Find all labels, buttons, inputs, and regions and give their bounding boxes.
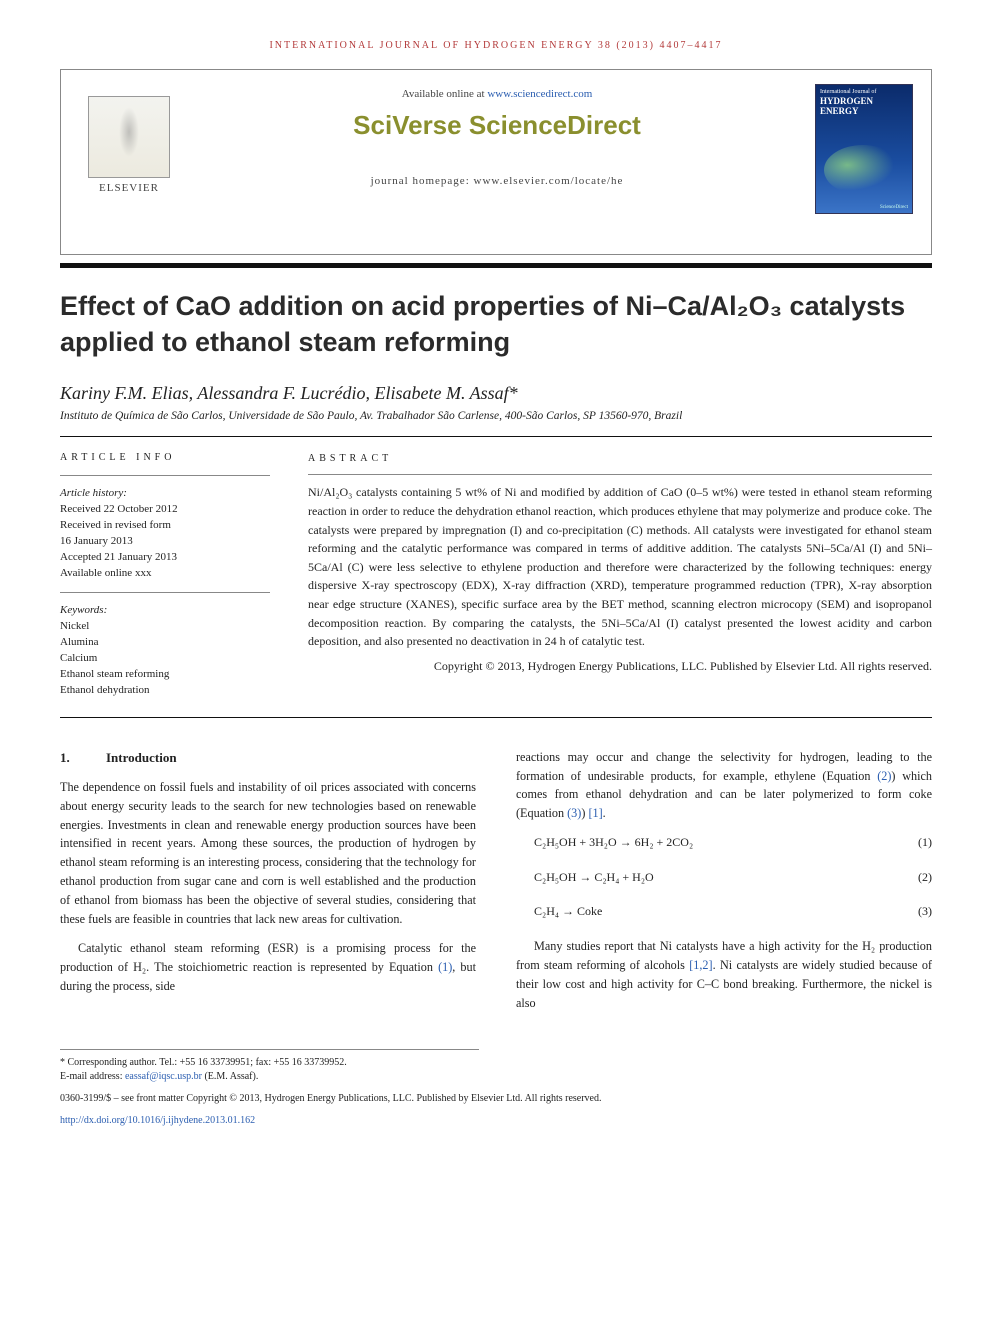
corresponding-author: * Corresponding author. Tel.: +55 16 337… — [60, 1056, 479, 1070]
journal-cover-thumb: International Journal of HYDROGEN ENERGY… — [815, 84, 913, 214]
eq-num: (3) — [918, 902, 932, 921]
doi-link[interactable]: http://dx.doi.org/10.1016/j.ijhydene.201… — [60, 1115, 255, 1126]
journal-home-label: journal homepage: — [371, 175, 474, 187]
email-label: E-mail address: — [60, 1071, 125, 1082]
history-line: Received 22 October 2012 — [60, 502, 270, 518]
cover-art-icon — [824, 145, 902, 195]
eq-body: C₂H₄ → Coke — [534, 902, 602, 921]
email-tail: (E.M. Assaf). — [202, 1071, 258, 1082]
section-num: 1. — [60, 748, 106, 768]
abstract-text: Ni/Al₂O₃ catalysts containing 5 wt% of N… — [308, 483, 932, 650]
p2a: Catalytic ethanol steam reforming (ESR) … — [60, 941, 476, 974]
abstract-block: ABSTRACT Ni/Al₂O₃ catalysts containing 5… — [308, 451, 932, 699]
affiliation: Instituto de Química de São Carlos, Univ… — [60, 410, 932, 422]
equation-2: C₂H₅OH → C₂H₄ + H₂O (2) — [534, 868, 932, 887]
eq-num: (1) — [918, 833, 932, 852]
article-title: Effect of CaO addition on acid propertie… — [60, 288, 932, 361]
cite-ref-1[interactable]: [1] — [588, 806, 602, 820]
journal-homepage: journal homepage: www.elsevier.com/locat… — [179, 175, 815, 187]
p3a: reactions may occur and change the selec… — [516, 750, 932, 783]
keywords-label: Keywords: — [60, 603, 270, 619]
meta-rule-top — [60, 436, 932, 437]
meta-rule-bottom — [60, 717, 932, 718]
intro-para-1: The dependence on fossil fuels and insta… — [60, 778, 476, 929]
eq-ref-2[interactable]: (2) — [877, 769, 891, 783]
equation-1: C₂H₅OH + 3H₂O → 6H₂ + 2CO₂ (1) — [534, 833, 932, 852]
journal-header: ELSEVIER Available online at www.science… — [60, 69, 932, 255]
footnotes: * Corresponding author. Tel.: +55 16 337… — [60, 1049, 479, 1084]
available-text: Available online at — [402, 88, 488, 100]
history-line: Received in revised form — [60, 518, 270, 534]
footer-copyright: 0360-3199/$ – see front matter Copyright… — [60, 1092, 932, 1106]
article-info-heading: ARTICLE INFO — [60, 451, 270, 466]
elsevier-tree-icon — [88, 96, 170, 178]
eq-body: C₂H₅OH → C₂H₄ + H₂O — [534, 868, 654, 887]
eq-num: (2) — [918, 868, 932, 887]
keyword: Nickel — [60, 619, 270, 635]
intro-para-4: Many studies report that Ni catalysts ha… — [516, 937, 932, 1013]
running-head: INTERNATIONAL JOURNAL OF HYDROGEN ENERGY… — [60, 40, 932, 51]
history-line: 16 January 2013 — [60, 534, 270, 550]
cite-ref-12[interactable]: [1,2] — [689, 958, 712, 972]
keyword: Ethanol dehydration — [60, 683, 270, 699]
cover-top: International Journal of — [820, 89, 908, 95]
keyword: Alumina — [60, 635, 270, 651]
column-left: 1.Introduction The dependence on fossil … — [60, 748, 476, 1023]
eq-ref-1[interactable]: (1) — [438, 960, 452, 974]
available-online: Available online at www.sciencedirect.co… — [179, 88, 815, 100]
cover-foot: ScienceDirect — [880, 205, 908, 210]
abstract-copyright: Copyright © 2013, Hydrogen Energy Public… — [308, 657, 932, 676]
journal-home-url[interactable]: www.elsevier.com/locate/he — [474, 175, 624, 187]
history-line: Accepted 21 January 2013 — [60, 550, 270, 566]
intro-para-2: Catalytic ethanol steam reforming (ESR) … — [60, 939, 476, 996]
history-label: Article history: — [60, 486, 270, 502]
eq-ref-3[interactable]: (3) — [567, 806, 581, 820]
history-line: Available online xxx — [60, 566, 270, 582]
elsevier-logo: ELSEVIER — [79, 84, 179, 194]
title-rule — [60, 263, 932, 268]
email-line: E-mail address: eassaf@iqsc.usp.br (E.M.… — [60, 1070, 479, 1084]
eq-body: C₂H₅OH + 3H₂O → 6H₂ + 2CO₂ — [534, 833, 693, 852]
p3d: . — [603, 806, 606, 820]
section-title: Introduction — [106, 750, 177, 765]
authors: Kariny F.M. Elias, Alessandra F. Lucrédi… — [60, 383, 932, 404]
column-right: reactions may occur and change the selec… — [516, 748, 932, 1023]
author-email-link[interactable]: eassaf@iqsc.usp.br — [125, 1071, 202, 1082]
abstract-heading: ABSTRACT — [308, 451, 932, 467]
sciencedirect-link[interactable]: www.sciencedirect.com — [487, 88, 592, 100]
elsevier-label: ELSEVIER — [99, 182, 159, 194]
keyword: Ethanol steam reforming — [60, 667, 270, 683]
article-info: ARTICLE INFO Article history: Received 2… — [60, 451, 270, 699]
equation-3: C₂H₄ → Coke (3) — [534, 902, 932, 921]
sciverse-brand: SciVerse ScienceDirect — [179, 110, 815, 141]
footer-doi: http://dx.doi.org/10.1016/j.ijhydene.201… — [60, 1114, 932, 1128]
intro-para-3: reactions may occur and change the selec… — [516, 748, 932, 824]
section-heading: 1.Introduction — [60, 748, 476, 768]
cover-title: HYDROGEN ENERGY — [820, 97, 908, 117]
keyword: Calcium — [60, 651, 270, 667]
